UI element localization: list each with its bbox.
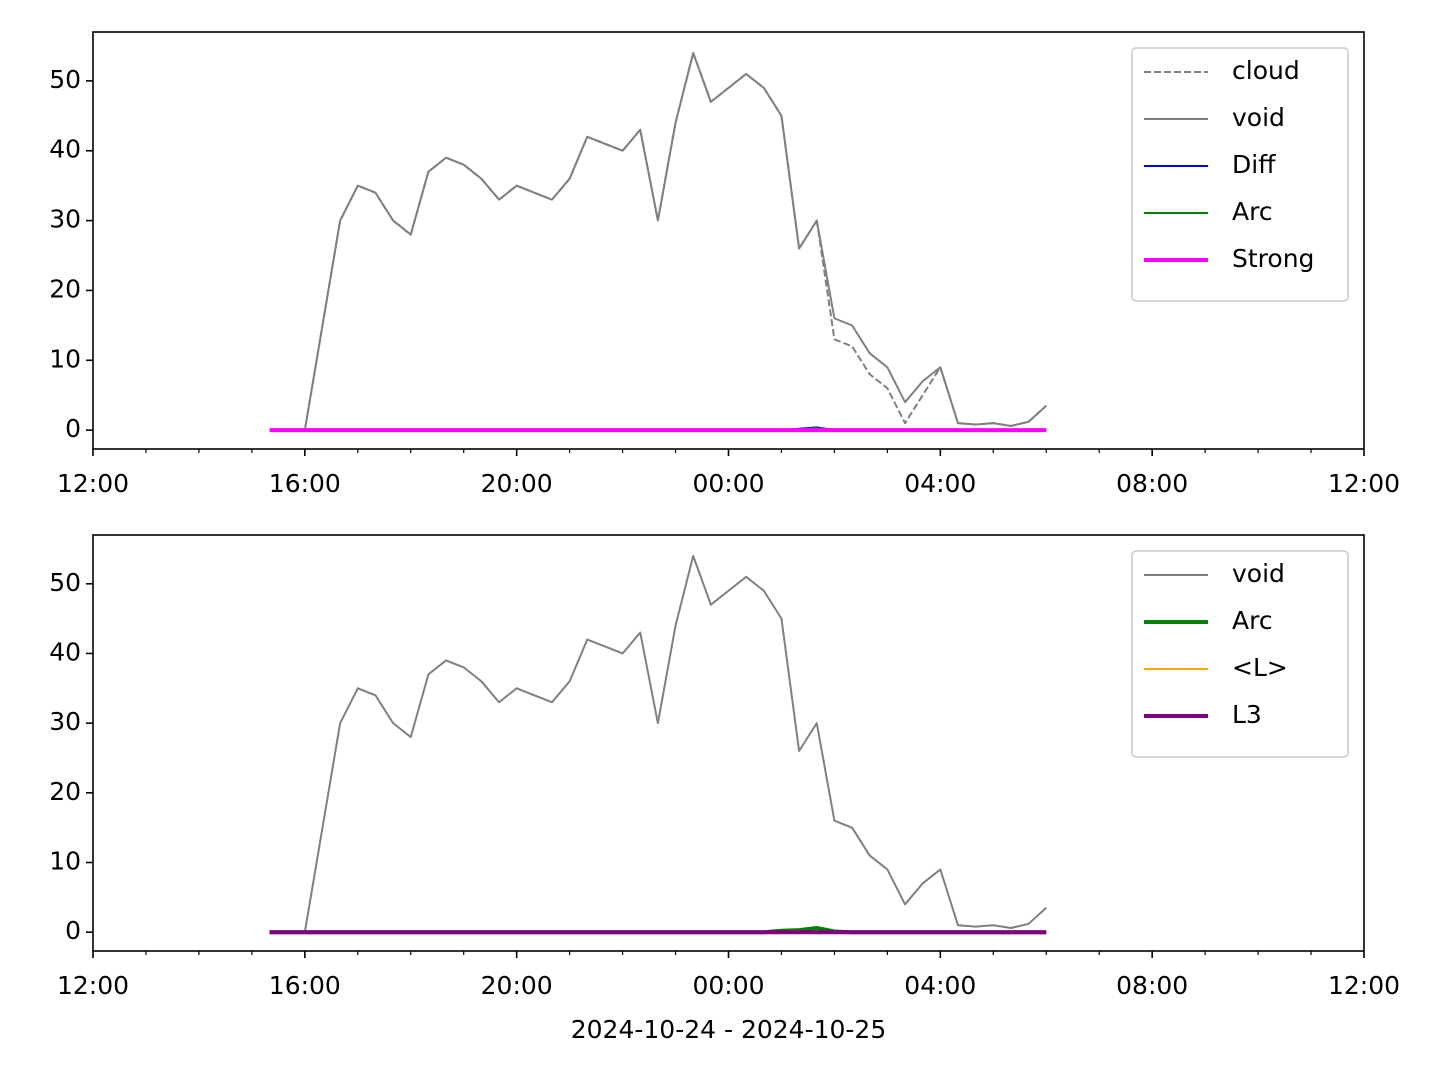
y-tick-label: 20 xyxy=(49,777,81,806)
y-tick-label: 0 xyxy=(65,916,81,945)
y-tick-label: 10 xyxy=(49,847,81,876)
y-tick-label: 50 xyxy=(49,568,81,597)
legend-box xyxy=(1131,550,1349,758)
axes-frame xyxy=(92,534,1365,952)
x-tick-label: 08:00 xyxy=(1116,971,1188,1000)
x-tick-label: 08:00 xyxy=(1116,469,1188,498)
y-tick-label: 40 xyxy=(49,135,81,164)
y-tick-label: 30 xyxy=(49,205,81,234)
y-tick-label: 20 xyxy=(49,274,81,303)
legend-label: L3 xyxy=(1232,700,1262,729)
y-tick-label: 10 xyxy=(49,344,81,373)
legend-label: void xyxy=(1232,559,1285,588)
y-tick-label: 0 xyxy=(65,414,81,443)
x-tick-label: 00:00 xyxy=(692,469,764,498)
axes-frame xyxy=(92,31,1365,450)
x-tick-label: 04:00 xyxy=(904,469,976,498)
y-tick-label: 50 xyxy=(49,65,81,94)
legend-label: Diff xyxy=(1232,150,1276,179)
x-tick-label: 20:00 xyxy=(481,971,553,1000)
legend-box xyxy=(1131,47,1349,302)
x-tick-label: 16:00 xyxy=(269,971,341,1000)
legend-label: Arc xyxy=(1232,197,1273,226)
legend: cloud void Diff Arc Strong xyxy=(1131,47,1349,302)
x-tick-label: 12:00 xyxy=(57,971,129,1000)
legend: void Arc <L> L3 xyxy=(1131,550,1349,758)
series-line xyxy=(269,554,1047,934)
x-tick-label: 20:00 xyxy=(481,469,553,498)
legend-label: <L> xyxy=(1232,653,1288,682)
legend-label: cloud xyxy=(1232,56,1300,85)
x-tick-label: 12:00 xyxy=(1328,971,1400,1000)
legend-label: void xyxy=(1232,103,1285,132)
legend-label: Arc xyxy=(1232,606,1273,635)
series-line xyxy=(269,51,1047,432)
y-tick-label: 30 xyxy=(49,707,81,736)
y-tick-label: 40 xyxy=(49,637,81,666)
x-tick-label: 12:00 xyxy=(1328,469,1400,498)
x-tick-label: 00:00 xyxy=(692,971,764,1000)
x-axis-label: 2024-10-24 - 2024-10-25 xyxy=(571,1015,887,1044)
x-tick-label: 04:00 xyxy=(904,971,976,1000)
series-line xyxy=(269,51,1047,432)
x-tick-label: 16:00 xyxy=(269,469,341,498)
legend-label: Strong xyxy=(1232,244,1314,273)
x-tick-label: 12:00 xyxy=(57,469,129,498)
